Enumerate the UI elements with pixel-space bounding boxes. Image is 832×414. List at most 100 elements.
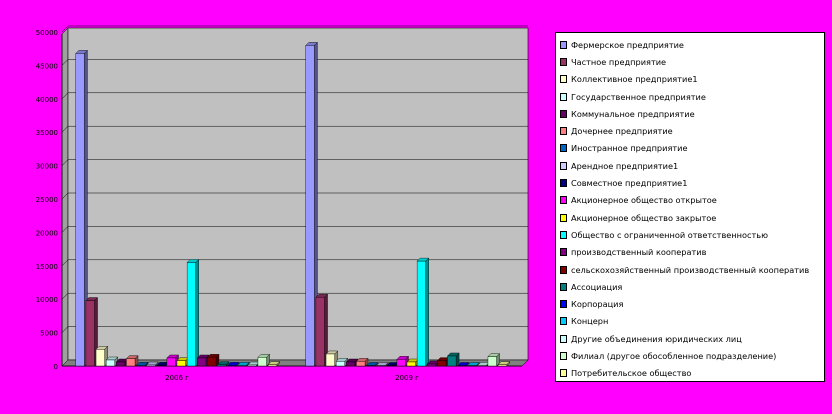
bar <box>386 365 396 367</box>
legend-item: Частное предприятие <box>560 53 824 70</box>
legend-label: Коллективное предприятие1 <box>571 74 698 85</box>
legend-swatch <box>560 369 567 378</box>
bar <box>396 359 406 367</box>
y-tick-label: 25000 <box>36 196 58 204</box>
legend-label: Совместное предприятие1 <box>571 178 688 189</box>
legend-item: Другие объединения юридических лиц <box>560 330 824 347</box>
bar <box>467 365 477 367</box>
legend-swatch <box>560 109 567 118</box>
bar <box>136 365 146 367</box>
legend-label: Потребительское общество <box>571 368 692 379</box>
legend-label: Концерн <box>571 316 609 327</box>
bar <box>406 361 416 367</box>
legend-item: Акционерное общество закрытое <box>560 209 824 226</box>
legend-swatch <box>560 334 567 343</box>
y-tick-label: 10000 <box>36 296 58 304</box>
legend-item: сельскохозяйственный производственный ко… <box>560 261 824 278</box>
bar <box>497 364 507 367</box>
bar <box>186 262 196 367</box>
legend-label: Фермерское предприятие <box>571 39 684 50</box>
bar <box>207 357 217 367</box>
legend-swatch <box>560 317 567 326</box>
bar <box>376 365 386 367</box>
legend-item: Концерн <box>560 313 824 330</box>
legend-label: Частное предприятие <box>571 56 667 67</box>
bar <box>366 365 376 367</box>
bar <box>257 357 267 367</box>
legend-item: Общество с ограниченной ответственностью <box>560 226 824 243</box>
gridline-diag <box>61 293 69 300</box>
bar <box>176 360 186 367</box>
bar <box>356 361 366 367</box>
legend-item: Дочернее предприятие <box>560 122 824 139</box>
gridline-diag <box>61 92 69 99</box>
bar <box>305 45 315 367</box>
x-tick-label: 2006 г <box>165 374 189 382</box>
legend-swatch <box>560 40 567 49</box>
bar <box>75 53 85 367</box>
gridline-diag <box>61 126 69 133</box>
y-tick-label: 0 <box>54 363 58 371</box>
y-tick-label: 50000 <box>36 29 58 37</box>
bar <box>105 359 115 367</box>
legend-swatch <box>560 351 567 360</box>
legend-label: Ассоциация <box>571 281 623 292</box>
legend-label: Государственное предприятие <box>571 91 706 102</box>
y-tick-label: 45000 <box>36 62 58 70</box>
legend-swatch <box>560 144 567 153</box>
bar <box>487 356 497 367</box>
legend-swatch <box>560 265 567 274</box>
y-tick-label: 40000 <box>36 96 58 104</box>
legend-label: сельскохозяйственный производственный ко… <box>571 264 810 275</box>
bar <box>416 260 426 367</box>
legend-item: Иностранное предприятие <box>560 140 824 157</box>
bar-side <box>425 257 429 367</box>
chart-legend: Фермерское предприятие Частное предприяти… <box>555 32 825 382</box>
gridline-diag <box>61 25 69 33</box>
legend-item: Арендное предприятие1 <box>560 157 824 174</box>
legend-label: Дочернее предприятие <box>571 126 673 137</box>
legend-item: Коммунальное предприятие <box>560 105 824 122</box>
legend-item: Совместное предприятие1 <box>560 174 824 191</box>
legend-swatch <box>560 300 567 309</box>
legend-item: Ассоциация <box>560 278 824 295</box>
legend-swatch <box>560 127 567 136</box>
bar <box>427 363 437 367</box>
gridline-diag <box>61 326 69 333</box>
y-tick-label: 20000 <box>36 229 58 237</box>
bar <box>457 365 467 367</box>
bar-side <box>195 258 199 367</box>
legend-item: Филиал (другое обособленное подразделени… <box>560 347 824 364</box>
bar <box>325 353 335 367</box>
bar <box>146 364 156 367</box>
legend-label: Иностранное предприятие <box>571 143 688 154</box>
bar <box>447 355 457 367</box>
legend-label: Акционерное общество закрытое <box>571 212 717 223</box>
bar <box>237 365 247 367</box>
legend-item: Коллективное предприятие1 <box>560 71 824 88</box>
legend-item: Корпорация <box>560 295 824 312</box>
plot-side-wall <box>61 27 69 367</box>
legend-label: Арендное предприятие1 <box>571 160 679 171</box>
legend-label: Коммунальное предприятие <box>571 108 695 119</box>
legend-label: Общество с ограниченной ответственностью <box>571 229 769 240</box>
gridline-diag <box>61 259 69 266</box>
legend-label: Другие объединения юридических лиц <box>571 333 742 344</box>
bar <box>335 361 345 367</box>
legend-item: Фермерское предприятие <box>560 36 824 53</box>
plot-back-wall <box>67 27 529 361</box>
bar <box>85 300 95 367</box>
gridline-diag <box>61 159 69 166</box>
bar <box>247 364 257 367</box>
bar <box>156 365 166 367</box>
legend-item: Потребительское общество <box>560 365 824 382</box>
bar <box>477 365 487 367</box>
legend-swatch <box>560 57 567 66</box>
bar <box>267 364 277 367</box>
legend-swatch <box>560 92 567 101</box>
legend-item: производственный кооператив <box>560 244 824 261</box>
bar <box>95 349 105 367</box>
legend-swatch <box>560 282 567 291</box>
gridline-diag <box>61 192 69 200</box>
